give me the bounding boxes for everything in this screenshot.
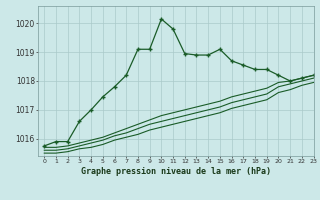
X-axis label: Graphe pression niveau de la mer (hPa): Graphe pression niveau de la mer (hPa) xyxy=(81,167,271,176)
